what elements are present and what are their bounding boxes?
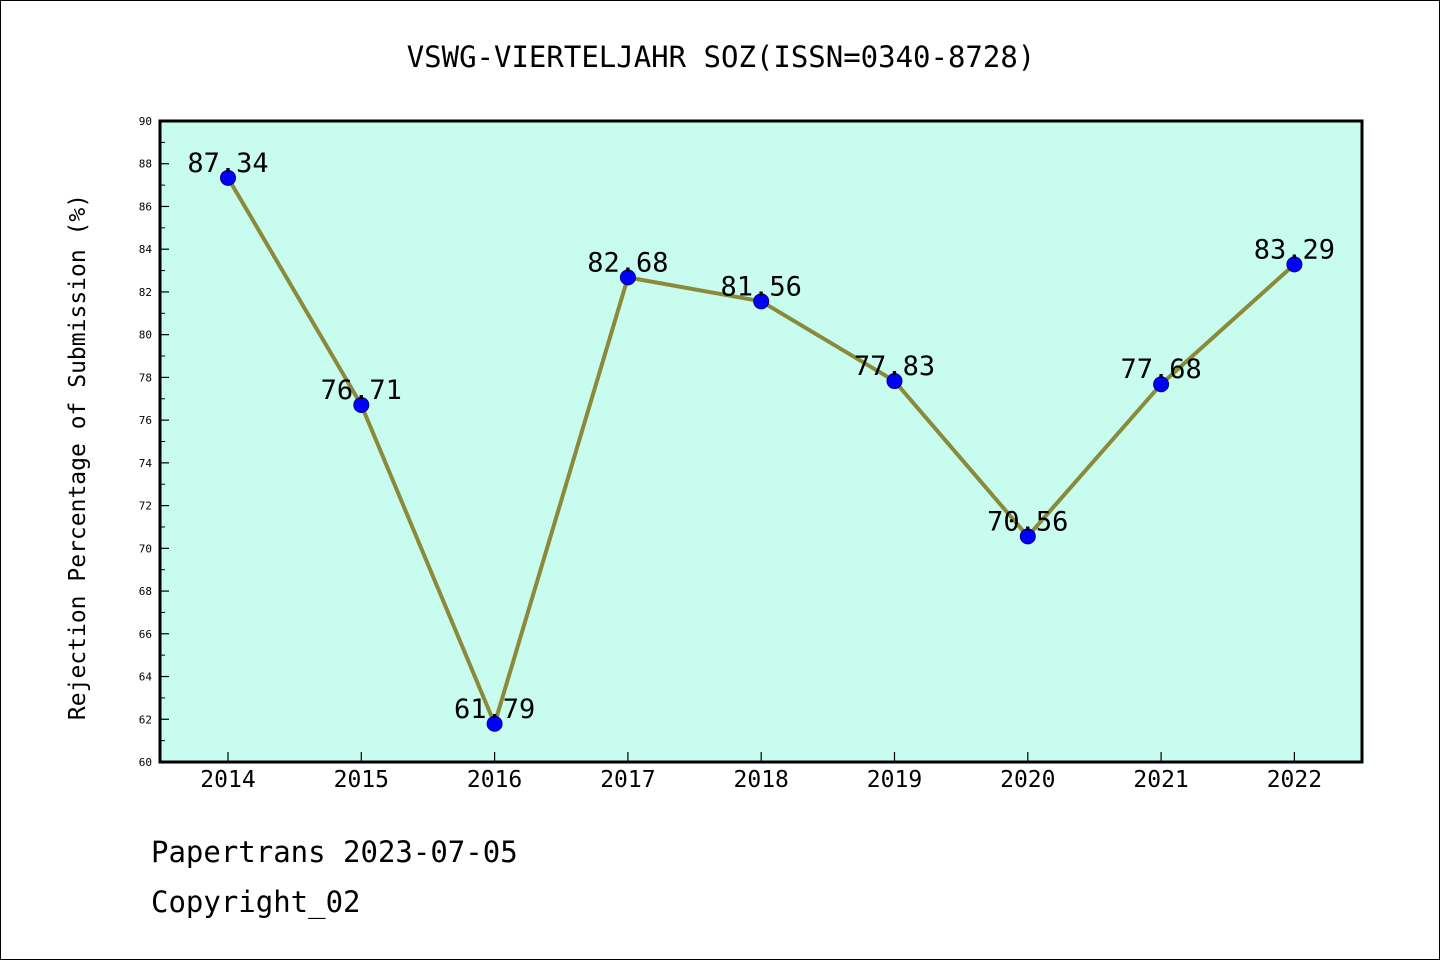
y-tick-label: 78 — [139, 371, 152, 384]
data-point — [1019, 528, 1036, 545]
data-label: 82.68 — [587, 247, 668, 278]
x-tick-label: 2017 — [600, 767, 655, 793]
y-tick-label: 90 — [139, 115, 152, 128]
data-point — [1286, 256, 1303, 273]
y-tick-label: 76 — [139, 414, 152, 427]
y-tick-label: 66 — [139, 628, 152, 641]
data-label: 87.34 — [187, 148, 268, 179]
y-tick-label: 86 — [139, 200, 152, 213]
x-tick-label: 2021 — [1133, 767, 1188, 793]
y-tick-label: 72 — [139, 500, 152, 513]
axis-ticks: 60 62 64 66 68 70 72 74 76 78 80 82 84 86 88 90 2014 2015… — [139, 115, 1322, 793]
y-tick-label: 62 — [139, 713, 152, 726]
y-tick-label: 84 — [139, 243, 153, 256]
y-tick-label: 88 — [139, 158, 152, 171]
data-label: 76.71 — [321, 375, 402, 406]
y-tick-label: 82 — [139, 286, 152, 299]
data-point — [753, 293, 770, 310]
x-tick-label: 2022 — [1267, 767, 1322, 793]
x-tick-label: 2020 — [1000, 767, 1055, 793]
data-series — [220, 169, 1303, 732]
y-tick-label: 74 — [139, 457, 153, 470]
data-label: 61.79 — [454, 694, 535, 725]
y-tick-label: 64 — [139, 671, 153, 684]
plot-area — [160, 121, 1362, 762]
chart-title: VSWG-VIERTELJAHR SOZ(ISSN=0340-8728) — [407, 40, 1036, 74]
y-tick-label: 68 — [139, 585, 152, 598]
data-label: 70.56 — [987, 506, 1068, 537]
data-label: 83.29 — [1254, 234, 1335, 265]
footer-date: Papertrans 2023-07-05 — [151, 835, 518, 869]
x-tick-label: 2016 — [467, 767, 522, 793]
data-point — [486, 715, 503, 732]
y-tick-label: 60 — [139, 756, 152, 769]
x-tick-label: 2014 — [200, 767, 255, 793]
x-tick-label: 2015 — [334, 767, 389, 793]
plot-frame — [158, 119, 1364, 764]
data-label: 77.68 — [1120, 354, 1201, 385]
data-label: 77.83 — [854, 351, 935, 382]
data-point — [353, 396, 370, 413]
y-tick-label: 80 — [139, 329, 152, 342]
y-tick-label: 70 — [139, 542, 152, 555]
x-tick-label: 2018 — [734, 767, 789, 793]
data-point — [886, 373, 903, 390]
data-label: 81.56 — [721, 271, 802, 302]
data-point — [220, 169, 236, 186]
x-tick-label: 2019 — [867, 767, 922, 793]
data-labels: 87.34 76.71 61.79 82.68 81.56 77.83 70.56 77.68… — [187, 148, 1335, 725]
footer-copyright: Copyright_02 — [151, 885, 361, 919]
data-point — [1153, 376, 1170, 393]
y-axis-label: Rejection Percentage of Submission (%) — [65, 194, 91, 720]
data-point — [619, 269, 636, 286]
